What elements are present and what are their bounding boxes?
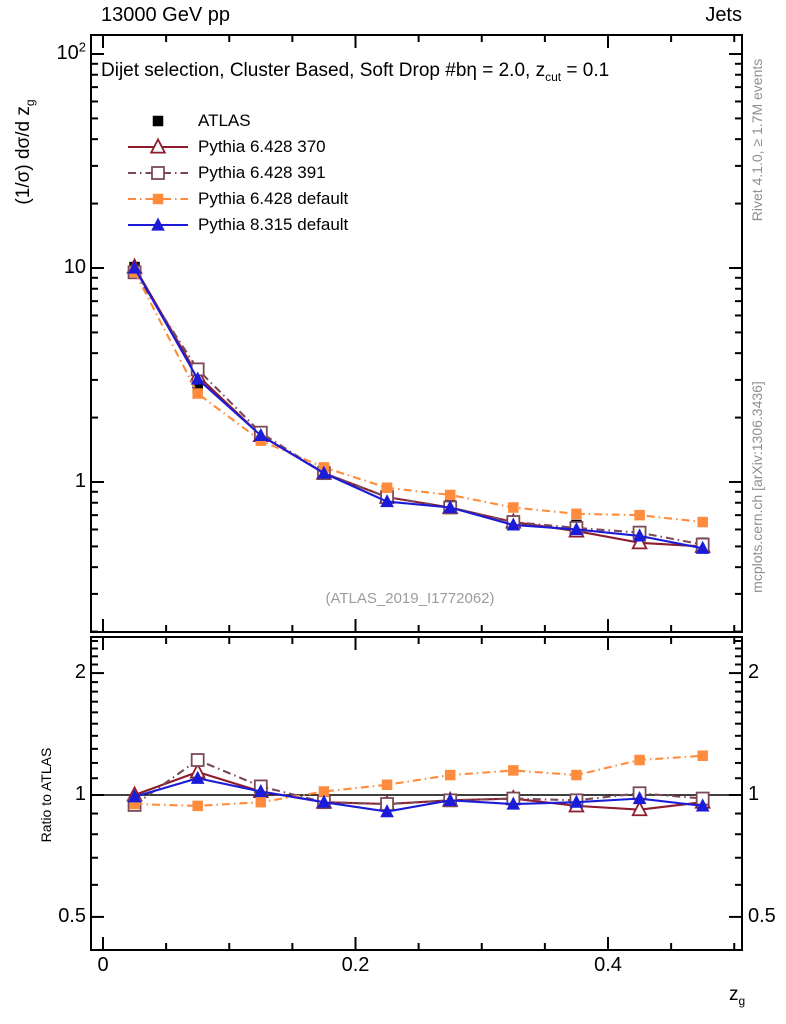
- legend-label-pythia8-default: Pythia 8.315 default: [198, 215, 349, 234]
- series-pythia-8-315-default: [127, 770, 710, 818]
- mcplots-arxiv-note: mcplots.cern.ch [arXiv:1306.3436]: [749, 381, 765, 593]
- analysis-id-watermark: (ATLAS_2019_I1772062): [325, 590, 495, 607]
- legend-marker-pythia6-391-icon: [128, 166, 188, 180]
- x-tick-label: 0: [97, 954, 109, 976]
- legend: ATLAS Pythia 6.428 370 Pythia 6.428 391 …: [126, 108, 348, 238]
- legend-label-atlas: ATLAS: [198, 111, 251, 130]
- y-tick-label-ratio-right: 2: [748, 661, 760, 684]
- legend-marker-pythia6-370-icon: [128, 137, 188, 154]
- legend-row-atlas: ATLAS: [126, 108, 348, 134]
- series-pythia-6-428-370: [126, 762, 711, 817]
- x-axis-title-text: z: [729, 984, 739, 1005]
- legend-marker-pythia8-default-icon: [128, 217, 188, 231]
- y-tick-label-main: 1: [74, 470, 86, 492]
- y-tick-label-ratio-left: 0.5: [58, 904, 86, 927]
- plot-title: Dijet selection, Cluster Based, Soft Dro…: [101, 60, 610, 84]
- x-axis-title-subscript: g: [738, 993, 746, 1008]
- analysis-group-label: Jets: [705, 4, 742, 26]
- y-tick-label-main: 10: [63, 256, 86, 278]
- series-pythia-8-315-default: [127, 260, 710, 554]
- legend-marker-pythia6-default-icon: [128, 193, 188, 205]
- beam-energy-label: 13000 GeV pp: [101, 4, 230, 26]
- plot-title-tail: = 0.1: [561, 60, 610, 81]
- x-axis-title: zg: [729, 984, 746, 1008]
- series-pythia-6-428-default: [129, 266, 708, 528]
- y-tick-label-main: 102: [56, 39, 86, 64]
- legend-label-pythia6-370: Pythia 6.428 370: [198, 137, 326, 156]
- legend-row-pythia8-default: Pythia 8.315 default: [126, 212, 348, 238]
- legend-label-pythia6-391: Pythia 6.428 391: [198, 163, 326, 182]
- x-tick-label: 0.4: [594, 954, 622, 976]
- y-axis-title-main-subscript: g: [22, 99, 37, 107]
- y-tick-label-ratio-left: 2: [74, 661, 86, 684]
- legend-marker-atlas-icon: [152, 115, 164, 127]
- y-axis-title-main-text: (1/σ) dσ/d z: [13, 106, 34, 205]
- y-tick-label-ratio-right: 0.5: [748, 904, 776, 927]
- legend-label-pythia6-default: Pythia 6.428 default: [198, 189, 349, 208]
- y-axis-title-main: (1/σ) dσ/d zg: [13, 32, 37, 272]
- legend-row-pythia6-default: Pythia 6.428 default: [126, 186, 348, 212]
- y-tick-label-ratio-left: 1: [74, 783, 86, 805]
- plot-title-subscript: cut: [545, 69, 562, 84]
- series-pythia-6-428-391: [127, 265, 710, 552]
- series-pythia-6-428-default: [129, 750, 708, 812]
- plot-title-text: Dijet selection, Cluster Based, Soft Dro…: [101, 60, 546, 81]
- x-tick-label: 0.2: [341, 954, 370, 976]
- rivet-version-note: Rivet 4.1.0, ≥ 1.7M events: [749, 58, 765, 222]
- legend-row-pythia6-370: Pythia 6.428 370: [126, 134, 348, 160]
- legend-row-pythia6-391: Pythia 6.428 391: [126, 160, 348, 186]
- y-tick-label-ratio-right: 1: [748, 783, 760, 805]
